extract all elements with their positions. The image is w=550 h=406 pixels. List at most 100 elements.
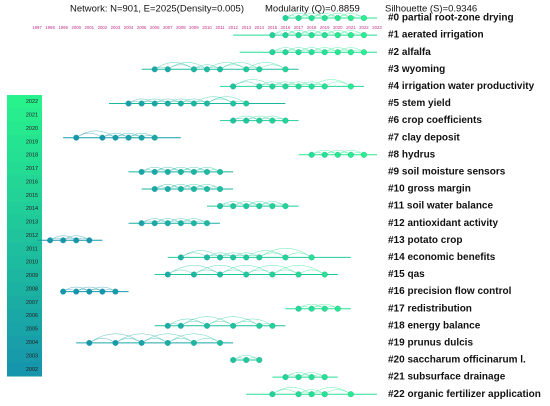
node xyxy=(295,305,302,312)
silhouette: Silhouette (S)=0.9346 xyxy=(385,4,477,15)
node xyxy=(138,168,145,175)
node xyxy=(321,15,328,21)
node xyxy=(73,237,80,244)
year-label: 2016 xyxy=(281,25,291,30)
node xyxy=(217,203,224,210)
node xyxy=(308,391,315,398)
colorbar-label: 2002 xyxy=(26,367,38,373)
cluster-label: #18 energy balance xyxy=(388,320,481,331)
node xyxy=(360,32,367,39)
colorbar-label: 2015 xyxy=(26,193,38,199)
node xyxy=(151,100,158,107)
node xyxy=(112,134,119,141)
node xyxy=(73,134,80,141)
node xyxy=(282,32,289,39)
colorbar-label: 2006 xyxy=(26,313,38,319)
link xyxy=(259,64,286,70)
node xyxy=(321,374,328,381)
node xyxy=(347,49,354,56)
node xyxy=(125,134,132,141)
node xyxy=(282,83,289,90)
cluster-label: #0 partial root-zone drying xyxy=(388,13,514,24)
node xyxy=(321,49,328,56)
node xyxy=(164,66,171,73)
colorbar-cell xyxy=(7,161,42,176)
node xyxy=(347,83,354,90)
node xyxy=(112,339,119,346)
colorbar-cell xyxy=(7,282,42,297)
node xyxy=(204,186,210,192)
link xyxy=(324,389,351,395)
colorbar-cell xyxy=(7,255,42,270)
node xyxy=(295,271,302,278)
cluster-label: #17 redistribution xyxy=(388,303,472,314)
link xyxy=(233,318,273,327)
link xyxy=(285,252,312,258)
node xyxy=(112,288,119,295)
year-label: 1998 xyxy=(45,25,55,30)
colorbar-label: 2021 xyxy=(26,113,38,119)
colorbar-cell xyxy=(7,202,42,216)
year-label: 2019 xyxy=(320,25,330,30)
node xyxy=(269,271,276,278)
node xyxy=(308,254,315,261)
link xyxy=(167,62,208,70)
node xyxy=(347,15,354,21)
node xyxy=(321,271,328,278)
node xyxy=(269,49,276,56)
node xyxy=(295,83,302,90)
colorbar-label: 2003 xyxy=(26,353,38,359)
year-label: 2015 xyxy=(268,25,278,30)
node xyxy=(177,220,184,227)
colorbar-cell xyxy=(7,95,42,109)
node xyxy=(217,168,224,175)
node xyxy=(308,305,315,312)
node xyxy=(256,203,263,210)
colorbar-label: 2007 xyxy=(26,300,38,306)
colorbar-cell xyxy=(7,335,42,350)
node xyxy=(190,168,197,175)
node xyxy=(243,100,250,107)
colorbar-label: 2009 xyxy=(26,273,38,279)
node xyxy=(282,49,289,56)
node xyxy=(308,15,315,21)
node xyxy=(204,66,210,73)
node xyxy=(60,237,67,244)
node xyxy=(256,254,263,261)
node xyxy=(347,391,354,398)
year-label: 2008 xyxy=(176,25,186,30)
cluster-label: #7 clay deposit xyxy=(388,132,460,143)
node xyxy=(151,186,158,192)
cluster-label: #5 stem yield xyxy=(388,98,451,109)
node xyxy=(151,134,158,141)
node xyxy=(204,220,210,227)
year-label: 1997 xyxy=(32,25,42,30)
node xyxy=(308,151,315,158)
node xyxy=(321,83,328,90)
node xyxy=(151,168,158,175)
node xyxy=(190,220,197,227)
node xyxy=(243,357,250,363)
year-label: 2013 xyxy=(241,25,251,30)
year-label: 2004 xyxy=(124,25,134,30)
node xyxy=(334,305,341,312)
node xyxy=(295,32,302,39)
year-label: 2003 xyxy=(111,25,121,30)
node xyxy=(99,134,106,141)
node xyxy=(86,339,93,346)
link xyxy=(233,79,273,87)
node xyxy=(269,117,276,124)
node xyxy=(269,322,276,329)
node xyxy=(269,32,276,39)
node xyxy=(151,220,158,227)
node xyxy=(190,339,197,346)
node xyxy=(164,100,171,107)
node xyxy=(151,66,158,73)
node xyxy=(243,203,250,210)
node xyxy=(334,151,341,158)
cluster-label: #3 wyoming xyxy=(388,64,445,75)
node xyxy=(282,374,289,381)
year-label: 2023 xyxy=(372,25,382,30)
cluster-label: #13 potato crop xyxy=(388,235,462,246)
colorbar-label: 2012 xyxy=(26,233,38,239)
